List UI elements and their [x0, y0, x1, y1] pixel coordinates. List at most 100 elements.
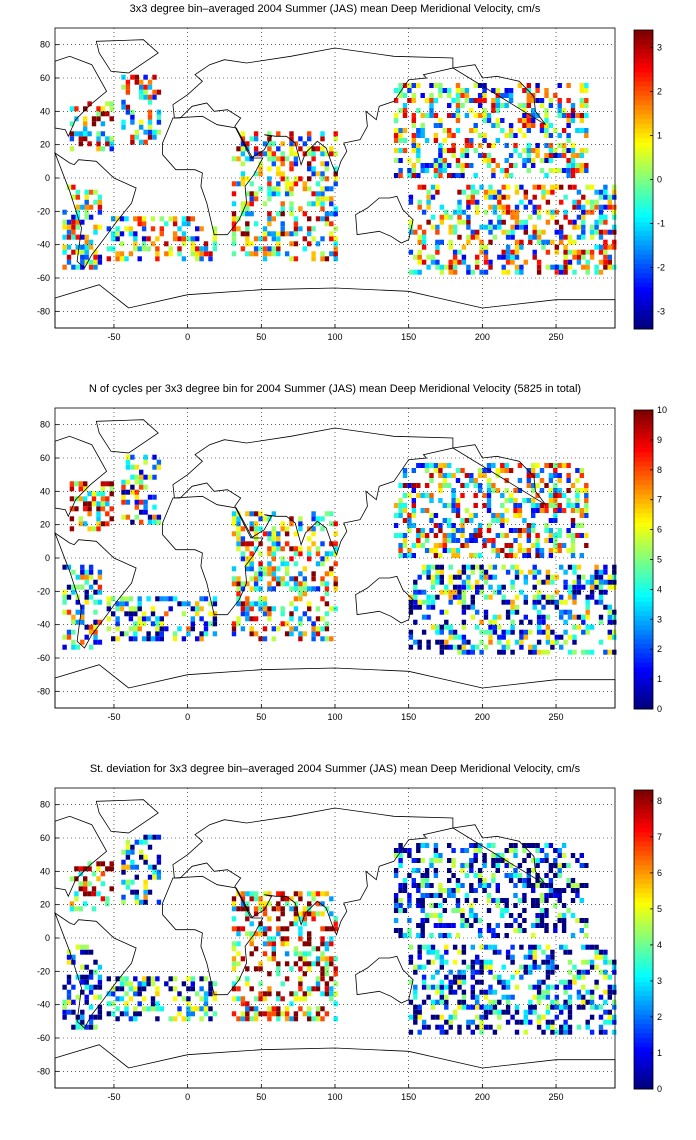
heatmap-cell	[150, 636, 156, 642]
heatmap-cell	[156, 869, 162, 875]
heatmap-cell	[307, 546, 312, 552]
heatmap-cell	[517, 478, 523, 483]
heatmap-cell	[88, 949, 94, 955]
heatmap-cell	[83, 501, 88, 507]
heatmap-cell	[124, 601, 129, 607]
heatmap-cell	[536, 214, 542, 220]
heatmap-cell	[298, 621, 303, 627]
heatmap-cell	[438, 528, 443, 533]
heatmap-cell	[497, 584, 502, 590]
heatmap-cell	[482, 853, 487, 858]
heatmap-cell	[262, 256, 268, 262]
heatmap-cell	[469, 913, 474, 918]
heatmap-cell	[100, 501, 106, 507]
heatmap-cell	[152, 464, 157, 470]
heatmap-cell	[535, 483, 540, 488]
heatmap-cell	[152, 474, 157, 480]
heatmap-cell	[470, 944, 475, 950]
heatmap-cell	[139, 849, 144, 855]
heatmap-cell	[276, 961, 281, 967]
heatmap-cell	[240, 171, 246, 177]
heatmap-cell	[62, 1009, 67, 1015]
heatmap-cell	[203, 1006, 209, 1012]
heatmap-cell	[62, 644, 67, 650]
heatmap-cell	[307, 1011, 312, 1017]
heatmap-cell	[245, 1001, 250, 1007]
heatmap-cell	[212, 631, 218, 637]
heatmap-cell	[429, 113, 434, 118]
colorbar-swatch	[634, 948, 653, 954]
heatmap-cell	[603, 264, 608, 270]
heatmap-cell	[563, 984, 568, 990]
heatmap-cell	[581, 614, 586, 620]
colorbar-swatch	[634, 95, 653, 101]
heatmap-cell	[411, 163, 416, 168]
colorbar-swatch	[634, 578, 653, 584]
heatmap-cell	[119, 256, 125, 262]
heatmap-cell	[307, 616, 312, 622]
heatmap-cell	[97, 974, 103, 980]
heatmap-cell	[455, 498, 461, 503]
heatmap-cell	[424, 493, 430, 498]
heatmap-cell	[284, 251, 290, 257]
heatmap-cell	[430, 214, 436, 220]
heatmap-cell	[581, 204, 586, 210]
heatmap-cell	[451, 893, 456, 898]
heatmap-cell	[105, 141, 110, 147]
heatmap-cell	[500, 533, 505, 538]
heatmap-cell	[289, 256, 294, 262]
heatmap-cell	[470, 229, 475, 235]
heatmap-cell	[429, 893, 434, 898]
heatmap-cell	[298, 891, 303, 897]
heatmap-cell	[541, 979, 546, 985]
colorbar-swatch	[634, 1051, 653, 1057]
heatmap-cell	[464, 923, 470, 928]
heatmap-cell	[128, 981, 134, 987]
heatmap-cell	[460, 533, 465, 538]
coastline	[451, 444, 547, 506]
heatmap-cell	[311, 171, 316, 177]
heatmap-cell	[267, 1016, 272, 1022]
heatmap-cell	[550, 239, 555, 245]
heatmap-cell	[411, 488, 416, 493]
heatmap-cell	[486, 478, 492, 483]
heatmap-cell	[550, 184, 555, 190]
heatmap-cell	[548, 528, 554, 533]
heatmap-cell	[470, 984, 475, 990]
heatmap-cell	[536, 944, 542, 950]
heatmap-cell	[71, 194, 76, 200]
heatmap-cell	[320, 236, 325, 242]
heatmap-cell	[298, 996, 303, 1002]
heatmap-cell	[88, 569, 94, 575]
heatmap-cell	[276, 916, 281, 922]
heatmap-cell	[539, 98, 545, 103]
heatmap-cell	[320, 576, 325, 582]
heatmap-cell	[398, 848, 403, 853]
heatmap-cell	[315, 516, 321, 522]
heatmap-cell	[469, 538, 474, 543]
heatmap-cell	[473, 483, 478, 488]
colorbar-swatch	[634, 90, 653, 96]
heatmap-cell	[579, 513, 584, 518]
heatmap-cell	[464, 98, 470, 103]
heatmap-cell	[526, 93, 531, 98]
heatmap-cell	[93, 994, 98, 1000]
heatmap-cell	[464, 518, 470, 523]
heatmap-cell	[236, 1016, 241, 1022]
heatmap-cell	[186, 996, 191, 1002]
heatmap-cell	[253, 1006, 259, 1012]
heatmap-cell	[536, 599, 542, 605]
heatmap-cell	[576, 214, 582, 220]
heatmap-cell	[584, 98, 589, 103]
heatmap-cell	[115, 226, 120, 232]
heatmap-cell	[413, 229, 418, 235]
heatmap-cell	[526, 128, 531, 133]
heatmap-cell	[563, 979, 568, 985]
heatmap-cell	[402, 108, 408, 113]
heatmap-cell	[438, 93, 443, 98]
heatmap-cell	[407, 528, 412, 533]
heatmap-cell	[504, 873, 509, 878]
heatmap-cell	[433, 163, 439, 168]
heatmap-cell	[528, 629, 533, 635]
heatmap-cell	[168, 1016, 173, 1022]
